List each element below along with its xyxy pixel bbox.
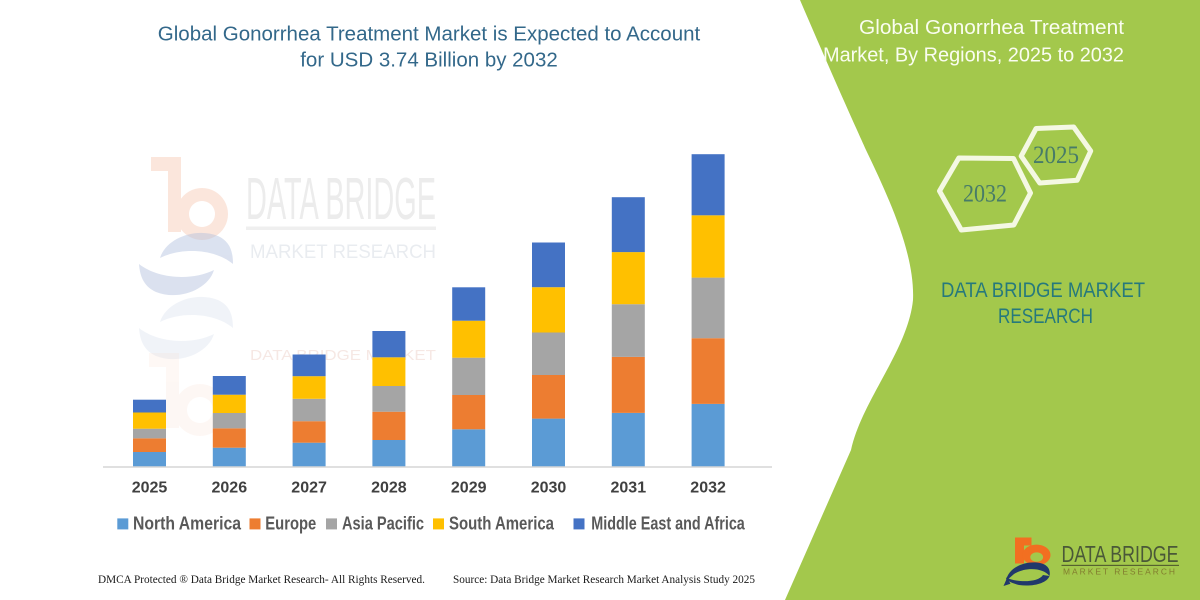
svg-text:MARKET RESEARCH: MARKET RESEARCH	[1063, 567, 1177, 577]
svg-text:2028: 2028	[371, 480, 407, 497]
svg-text:for USD 3.74 Billion by 2032: for USD 3.74 Billion by 2032	[300, 49, 558, 72]
svg-text:2025: 2025	[1033, 142, 1079, 169]
svg-text:2031: 2031	[611, 480, 647, 497]
svg-text:South America: South America	[449, 514, 555, 534]
svg-text:Asia Pacific: Asia Pacific	[342, 514, 424, 534]
svg-text:2032: 2032	[963, 181, 1007, 208]
svg-text:Europe: Europe	[265, 514, 316, 534]
svg-text:Source: Data Bridge Market Res: Source: Data Bridge Market Research Mark…	[453, 572, 755, 586]
svg-text:Global Gonorrhea Treatment Mar: Global Gonorrhea Treatment Market is Exp…	[158, 23, 701, 46]
svg-text:DMCA Protected ® Data Bridge M: DMCA Protected ® Data Bridge Market Rese…	[98, 572, 425, 586]
svg-text:North America: North America	[133, 514, 242, 534]
svg-text:Global Gonorrhea Treatment: Global Gonorrhea Treatment	[859, 16, 1124, 39]
svg-text:DATA BRIDGE: DATA BRIDGE	[1062, 541, 1179, 567]
svg-text:2027: 2027	[291, 480, 327, 497]
svg-text:DATA BRIDGE MARKET: DATA BRIDGE MARKET	[250, 347, 436, 364]
svg-text:Market, By Regions, 2025 to 20: Market, By Regions, 2025 to 2032	[823, 44, 1124, 67]
svg-text:DATA BRIDGE: DATA BRIDGE	[246, 166, 436, 232]
svg-text:RESEARCH: RESEARCH	[998, 305, 1093, 328]
svg-text:2026: 2026	[212, 480, 248, 497]
svg-text:2032: 2032	[690, 480, 726, 497]
svg-text:2025: 2025	[132, 480, 168, 497]
svg-text:MARKET RESEARCH: MARKET RESEARCH	[250, 242, 436, 263]
svg-text:DATA BRIDGE MARKET: DATA BRIDGE MARKET	[941, 279, 1145, 302]
svg-text:2030: 2030	[531, 480, 567, 497]
svg-text:Middle East and Africa: Middle East and Africa	[591, 514, 745, 534]
svg-text:2029: 2029	[451, 480, 487, 497]
